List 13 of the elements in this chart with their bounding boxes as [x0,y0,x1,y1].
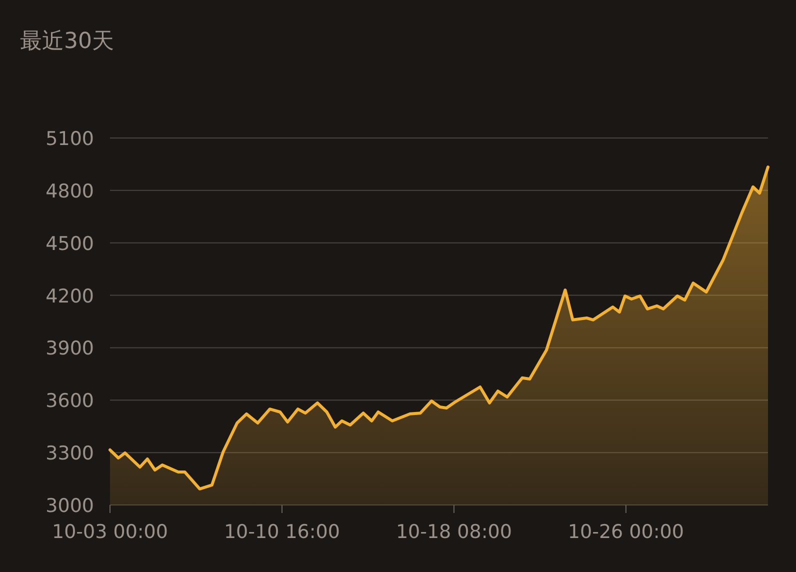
x-tick-label: 10-26 00:00 [568,521,684,543]
y-tick-label: 4200 [46,285,94,308]
chart-title: 最近30天 [20,29,114,54]
y-tick-label: 5100 [46,128,94,150]
x-tick-label: 10-18 08:00 [396,521,512,543]
x-tick-label: 10-10 16:00 [224,521,340,543]
y-tick-label: 3300 [46,442,94,465]
y-tick-label: 3600 [46,390,94,412]
y-tick-label: 3900 [46,338,94,360]
x-tick-label: 10-03 00:00 [52,521,168,543]
y-tick-label: 4800 [46,180,94,202]
y-tick-label: 4500 [46,232,94,255]
y-tick-label: 3000 [46,495,94,517]
